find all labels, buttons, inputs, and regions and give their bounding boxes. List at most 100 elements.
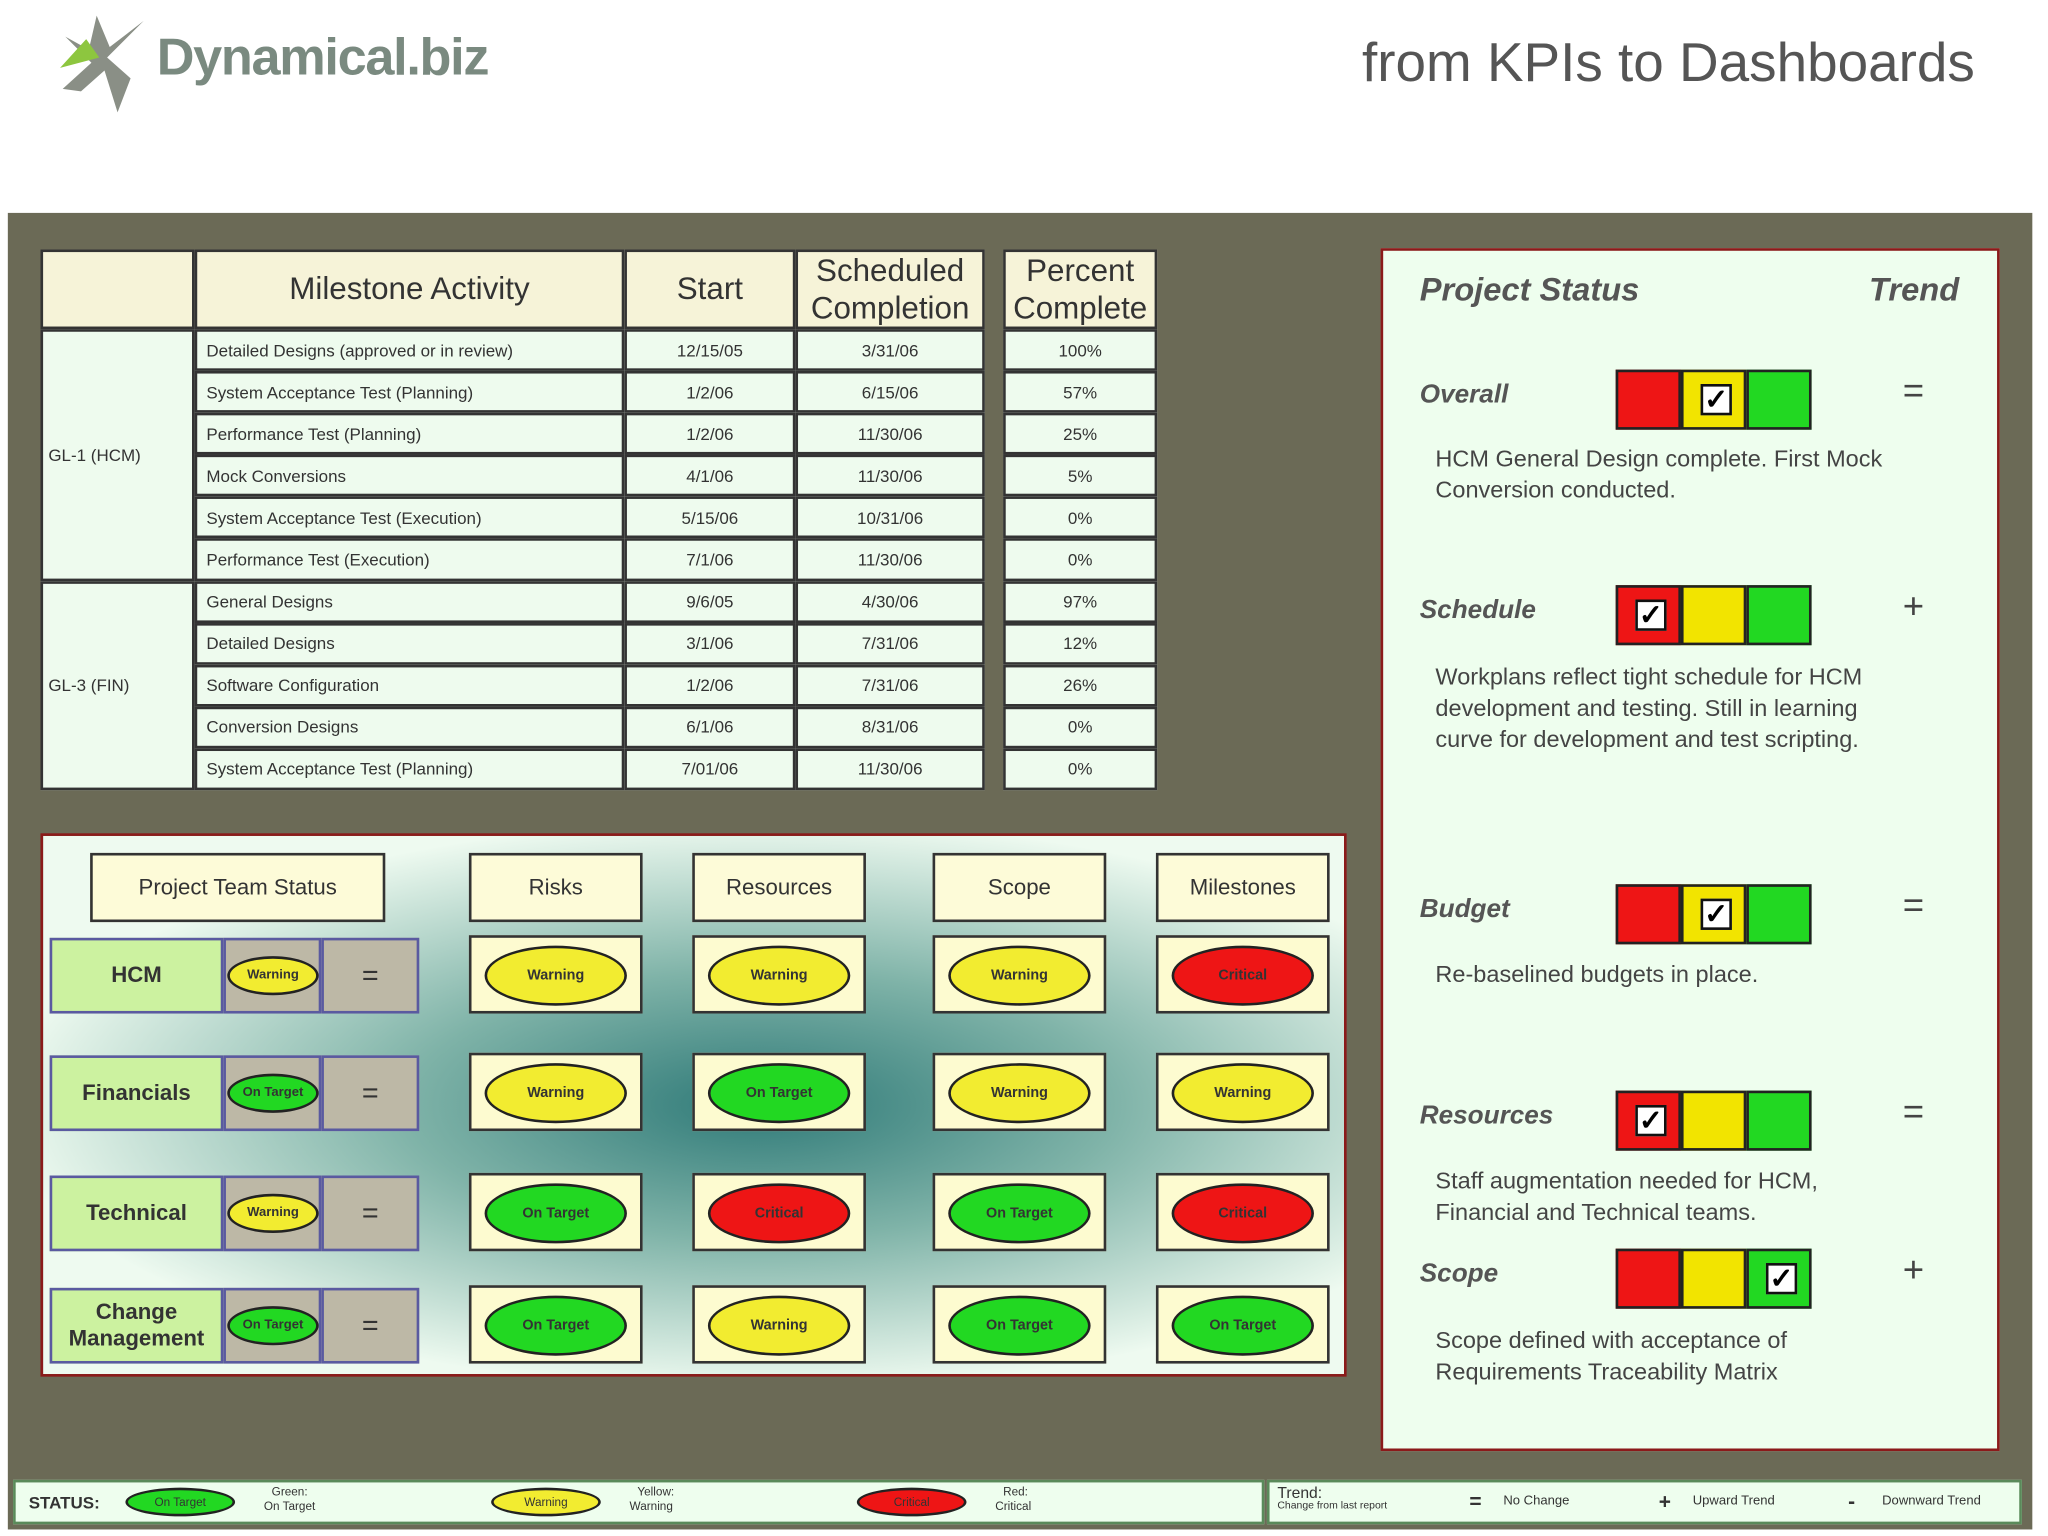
table-cell: Detailed Designs [194,622,625,665]
column-header: Risks [468,852,643,923]
table-header: Scheduled Completion [795,249,985,330]
table-cell: 0% [1003,496,1158,539]
status-oval: On Target [1171,1295,1314,1356]
legend-label: Warning [629,1499,673,1513]
status-oval: On Target [227,1073,319,1113]
status-segment [1615,369,1681,430]
status-text: development and testing. Still in learni… [1435,694,1858,721]
table-corner [40,249,195,330]
table-cell: Performance Test (Planning) [194,412,625,455]
status-name: Scope [1419,1259,1499,1288]
status-oval: On Target [227,1306,319,1346]
table-cell: System Acceptance Test (Execution) [194,496,625,539]
legend-trend-label: Trend: [1277,1483,1323,1503]
legend-trend-text: No Change [1503,1494,1570,1509]
table-cell: 26% [1003,664,1158,707]
status-segment [1746,585,1812,646]
legend-label: On Target [263,1499,316,1513]
table-cell: General Designs [194,580,625,623]
status-segment [1615,1248,1681,1309]
table-cell: 7/01/06 [624,748,796,791]
team-name: Technical [49,1175,224,1252]
table-cell: Detailed Designs (approved or in review) [194,329,625,372]
table-cell: System Acceptance Test (Planning) [194,371,625,413]
status-name: Resources [1419,1101,1554,1130]
legend-oval: Critical [856,1487,967,1517]
status-segment: ✓ [1615,585,1681,646]
table-cell: 10/31/06 [795,496,985,539]
status-oval: Warning [948,945,1091,1006]
trend: = [1902,884,1925,925]
check: ✓ [1700,383,1732,416]
status-oval: Warning [707,945,851,1006]
status-segment [1746,369,1812,430]
group-label: GL-3 (FIN) [40,580,195,791]
table-cell: 97% [1003,580,1158,623]
status-oval: Warning [1171,1063,1314,1124]
status-oval: Warning [707,1295,851,1356]
status-segment [1746,884,1812,945]
status-oval: On Target [484,1295,627,1356]
status-oval: On Target [484,1183,627,1244]
table-cell: 3/1/06 [624,622,796,665]
group-label: GL-1 (HCM) [40,329,195,581]
status-oval: Warning [227,956,319,996]
table-cell: 12% [1003,622,1158,665]
column-header: Milestones [1155,852,1330,923]
status-oval: Warning [227,1193,319,1233]
status-oval: Critical [1171,945,1314,1006]
status-name: Overall [1419,380,1509,409]
table-cell: 0% [1003,538,1158,581]
table-cell: 7/1/06 [624,538,796,581]
table-cell: 25% [1003,412,1158,455]
status-segment [1746,1090,1812,1151]
legend-oval: On Target [125,1487,236,1517]
status-text: HCM General Design complete. First Mock [1435,445,1883,472]
panel-trend-title: Trend [1869,271,1960,309]
status-oval: Warning [484,1063,627,1124]
table-cell: 4/1/06 [624,454,796,497]
trend: + [1902,585,1925,626]
status-segment [1680,1248,1747,1309]
table-cell: 9/6/05 [624,580,796,623]
table-cell: 8/31/06 [795,706,985,749]
status-segment [1680,1090,1747,1151]
legend-trend-symbol: + [1658,1491,1671,1514]
column-header: Resources [692,852,866,923]
status-segment: ✓ [1680,369,1747,430]
status-text: curve for development and test scripting… [1435,726,1859,753]
table-cell: Performance Test (Execution) [194,538,625,581]
legend-color-name: Yellow: [637,1485,675,1499]
trend: = [321,1287,420,1364]
table-cell: 0% [1003,748,1158,791]
team-name: HCM [49,937,224,1014]
table-cell: 57% [1003,371,1158,413]
tagline: from KPIs to Dashboards [1362,31,1975,93]
legend-bar [13,1479,1265,1525]
status-oval: On Target [707,1063,851,1124]
status-oval: On Target [948,1295,1091,1356]
status-oval: Warning [948,1063,1091,1124]
status-name: Budget [1419,894,1510,924]
table-cell: System Acceptance Test (Planning) [194,748,625,791]
legend-trend-text: Upward Trend [1692,1494,1775,1509]
legend-trend-symbol: = [1469,1491,1482,1514]
trend: = [1902,1090,1925,1132]
status-text: Staff augmentation needed for HCM, [1435,1167,1818,1194]
status-text: Conversion conducted. [1435,476,1676,503]
legend-trend-symbol: - [1848,1491,1856,1514]
table-cell: 11/30/06 [795,454,985,497]
check: ✓ [1635,1104,1667,1137]
status-text: Financial and Technical teams. [1435,1199,1757,1226]
status-oval: Critical [707,1183,851,1244]
table-cell: 11/30/06 [795,412,985,455]
legend-color-name: Red: [1003,1485,1028,1499]
status-text: Requirements Traceability Matrix [1435,1358,1778,1385]
check: ✓ [1700,898,1732,930]
status-text: Re-baselined budgets in place. [1435,961,1759,988]
check: ✓ [1765,1263,1798,1295]
table-cell: 1/2/06 [624,412,796,455]
status-segment: ✓ [1680,884,1747,945]
column-header: Scope [932,852,1107,923]
